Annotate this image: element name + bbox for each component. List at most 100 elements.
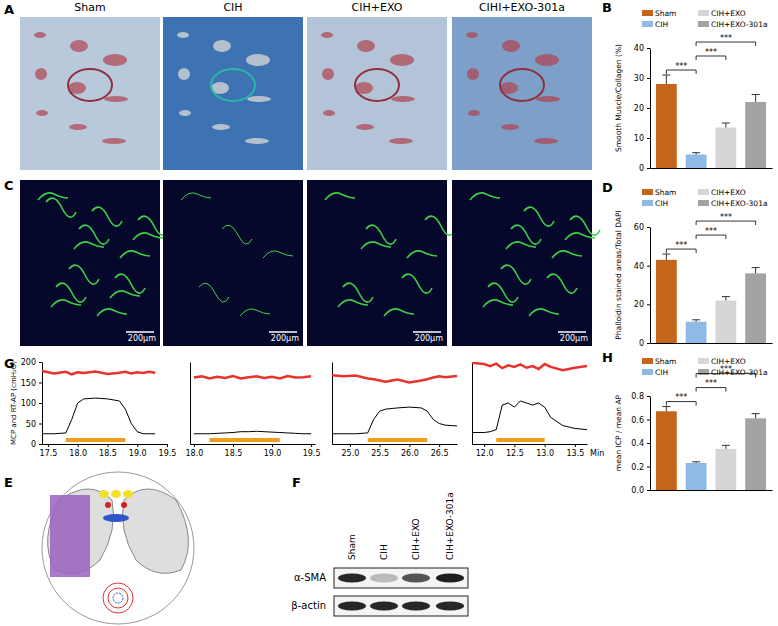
error-cap [722, 123, 730, 124]
marks [194, 376, 311, 442]
tick-mark [647, 48, 650, 49]
bar [656, 84, 677, 168]
tick-mark [647, 343, 650, 344]
tick-mark [647, 396, 650, 397]
x-axis [651, 343, 773, 344]
image [307, 180, 447, 346]
axis-title: Phalloidin stained areas/Total DAPI [614, 210, 623, 339]
phalloidin [552, 251, 582, 258]
tissue [179, 110, 191, 116]
lane-label: CIH+EXO [411, 518, 421, 560]
scale-bar [558, 331, 586, 333]
legend-label: CIH+EXO [711, 9, 746, 18]
error-cap [662, 75, 670, 76]
error-bar [692, 320, 700, 322]
tick: 18.0 [186, 444, 204, 458]
tick-label: 100 [21, 399, 36, 408]
tick-mark [575, 444, 576, 447]
vessel [211, 69, 255, 101]
y-axis: 050100150200 [21, 358, 43, 449]
bar [656, 411, 677, 490]
tick: 150 [21, 379, 42, 388]
tick-mark [647, 138, 650, 139]
band [436, 602, 464, 611]
tick-mark [194, 444, 195, 447]
bar [745, 273, 766, 343]
trace [194, 431, 311, 433]
image [452, 17, 592, 170]
tick: 18.0 [69, 444, 87, 458]
legend-swatch [698, 358, 709, 364]
significance-label: *** [675, 241, 687, 250]
stimulation-bar [496, 438, 544, 442]
axis-line [650, 49, 651, 169]
phalloidin [501, 265, 531, 284]
legend-swatch [698, 10, 709, 16]
error-cap [692, 319, 700, 320]
axis-line [43, 444, 168, 445]
lane-label: CIH+EXO-301a [445, 492, 455, 560]
error-bar [662, 254, 670, 260]
phalloidin [133, 233, 163, 240]
tick: 19.5 [303, 444, 321, 458]
phalloidin [199, 283, 229, 302]
tick-label: 0 [639, 164, 644, 173]
corpus-cavernosum [123, 489, 189, 573]
tick-mark [647, 490, 650, 491]
tissue [468, 110, 480, 116]
band [436, 574, 464, 583]
tick: 26.0 [401, 444, 419, 458]
line-chart: 12.012.513.013.5Min [472, 363, 604, 459]
tick-label: 150 [21, 379, 36, 388]
phalloidin [74, 242, 104, 249]
stimulation-bar [66, 438, 126, 442]
bar [745, 418, 766, 490]
phalloidin [384, 309, 414, 316]
panel-label: H [602, 350, 613, 365]
phalloidin [69, 265, 99, 284]
panel-label: B [602, 0, 612, 15]
axis-line [191, 444, 316, 445]
tissue [104, 96, 128, 102]
error-bar [752, 268, 760, 274]
schematic [42, 472, 194, 624]
scale-bar [413, 331, 441, 333]
scale-bar-label: 200μm [560, 334, 588, 343]
legend-label: CIH [655, 20, 668, 29]
bar [715, 128, 736, 169]
tick: 0 [31, 440, 42, 449]
band [402, 602, 430, 611]
tick-mark [39, 362, 42, 363]
tick-label: 10 [634, 134, 644, 143]
tick-label: 26.0 [401, 449, 419, 458]
significance-label: *** [675, 62, 687, 71]
line-chart: 25.025.526.026.5 [332, 363, 458, 458]
tick-mark [311, 444, 312, 447]
tick: 26.5 [431, 444, 449, 458]
tick-label: 13.5 [566, 449, 584, 458]
tissue [213, 40, 231, 52]
section-outline [42, 472, 194, 624]
phalloidin [51, 300, 81, 307]
tick: 25.5 [371, 444, 389, 458]
phalloidin [483, 300, 513, 307]
tick: 0 [639, 339, 650, 348]
legend-swatch [642, 358, 653, 364]
image-title: Sham [74, 1, 105, 14]
nerve [99, 490, 109, 498]
significance-bracket [696, 56, 726, 60]
tick: 200 [21, 358, 42, 367]
phalloidin [325, 193, 355, 200]
axis-line [42, 363, 43, 445]
significance-bracket [696, 374, 756, 378]
scale-bar-label: 200μm [128, 334, 156, 343]
error-bar [662, 75, 670, 84]
row-label: α-SMA [294, 572, 326, 583]
phalloidin [110, 291, 140, 298]
x-axis [651, 168, 773, 169]
vessel [355, 69, 399, 101]
tick-mark [39, 444, 42, 445]
sample-region [50, 495, 90, 577]
tick-label: 18.0 [69, 449, 87, 458]
axis-title: Smooth Muscle/Collagen (%) [614, 44, 623, 152]
